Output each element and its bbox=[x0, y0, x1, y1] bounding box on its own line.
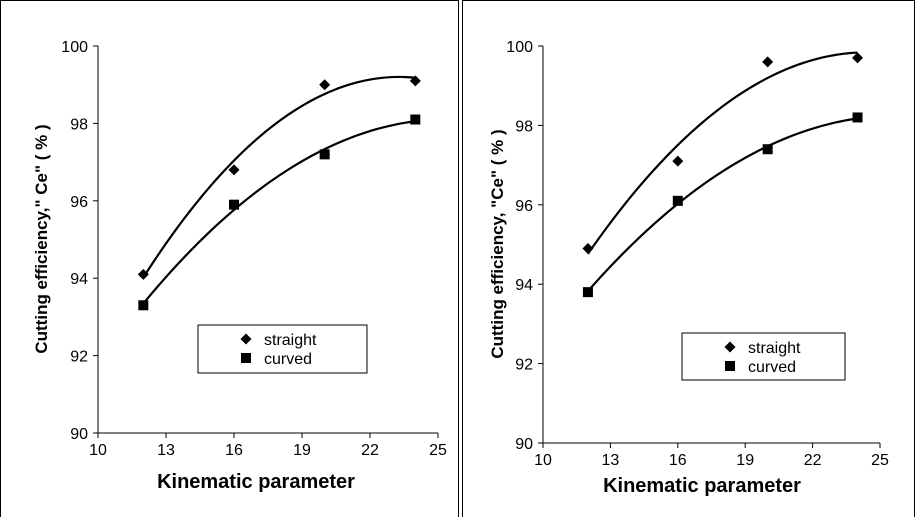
right-point-curved bbox=[582, 287, 593, 298]
right-x-tick-label: 16 bbox=[669, 452, 687, 469]
right-point-straight bbox=[852, 52, 864, 64]
left-legend bbox=[197, 324, 368, 374]
left-point-curved bbox=[229, 199, 239, 210]
left-x-tick-label: 22 bbox=[361, 442, 379, 459]
right-trendline-curved bbox=[587, 117, 858, 292]
left-y-tick-label: 100 bbox=[61, 39, 88, 56]
chart-right: 10 13 16 19 22 25 90 92 94 96 98 100 Kinematic param… bbox=[488, 39, 889, 497]
left-x-tick-label: 13 bbox=[157, 442, 175, 459]
right-point-curved bbox=[762, 144, 773, 155]
left-y-tick-label: 90 bbox=[70, 426, 88, 443]
right-y-axis-label: Cutting efficiency, "Ce" ( % ) bbox=[488, 129, 507, 358]
right-legend-marker-curved bbox=[725, 361, 735, 371]
right-x-tick-label: 19 bbox=[736, 452, 754, 469]
right-x-tick-label: 25 bbox=[871, 452, 889, 469]
left-x-tick-label: 19 bbox=[293, 442, 311, 459]
left-x-tick-label: 25 bbox=[429, 442, 447, 459]
right-legend-marker-straight bbox=[724, 341, 736, 353]
right-point-straight bbox=[582, 242, 594, 254]
left-point-curved bbox=[138, 300, 149, 311]
right-point-curved bbox=[852, 112, 863, 123]
left-point-straight bbox=[137, 268, 149, 280]
right-legend bbox=[681, 332, 846, 381]
left-legend-marker-curved bbox=[241, 353, 251, 363]
right-legend-label-straight: straight bbox=[748, 340, 801, 357]
chart-panel-right: 10 13 16 19 22 25 90 92 94 96 98 100 Kinematic param… bbox=[462, 0, 915, 517]
right-point-curved bbox=[672, 195, 683, 206]
right-x-axis-label: Kinematic parameter bbox=[603, 475, 801, 497]
left-point-straight bbox=[409, 75, 421, 87]
left-x-tick-label: 10 bbox=[89, 442, 107, 459]
left-legend-label-curved: curved bbox=[264, 351, 312, 368]
right-y-tick-label: 96 bbox=[515, 198, 533, 215]
left-trendline-straight bbox=[142, 75, 416, 279]
right-y-tick-label: 94 bbox=[515, 277, 533, 294]
left-point-straight bbox=[228, 164, 240, 176]
right-y-tick-label: 100 bbox=[506, 39, 533, 56]
left-x-tick-label: 16 bbox=[225, 442, 243, 459]
left-point-curved bbox=[319, 149, 330, 160]
chart-left: 10 13 16 19 22 25 90 92 94 96 98 100 Kinematic param… bbox=[32, 39, 447, 493]
right-x-tick-label: 13 bbox=[602, 452, 620, 469]
left-x-axis-label: Kinematic parameter bbox=[157, 471, 355, 493]
left-point-straight bbox=[319, 79, 331, 91]
left-y-tick-label: 94 bbox=[70, 271, 88, 288]
right-y-tick-label: 92 bbox=[515, 357, 533, 374]
right-point-straight bbox=[762, 56, 774, 68]
left-legend-marker-straight bbox=[240, 333, 252, 345]
right-trendline-straight bbox=[587, 51, 858, 255]
left-trendline-curved bbox=[142, 120, 416, 305]
chart-panel-left: 10 13 16 19 22 25 90 92 94 96 98 100 Kinematic param… bbox=[0, 0, 459, 517]
right-y-tick-label: 98 bbox=[515, 118, 533, 135]
right-point-straight bbox=[672, 155, 684, 167]
right-x-tick-label: 22 bbox=[804, 452, 822, 469]
left-y-tick-label: 96 bbox=[70, 194, 88, 211]
left-point-curved bbox=[410, 114, 421, 125]
left-y-axis-label: Cutting efficiency," Ce" ( % ) bbox=[32, 124, 51, 353]
left-y-tick-label: 92 bbox=[70, 349, 88, 366]
right-x-tick-label: 10 bbox=[534, 452, 552, 469]
left-y-tick-label: 98 bbox=[70, 116, 88, 133]
right-y-tick-label: 90 bbox=[515, 436, 533, 453]
left-legend-label-straight: straight bbox=[264, 332, 317, 349]
right-legend-label-curved: curved bbox=[748, 359, 796, 376]
